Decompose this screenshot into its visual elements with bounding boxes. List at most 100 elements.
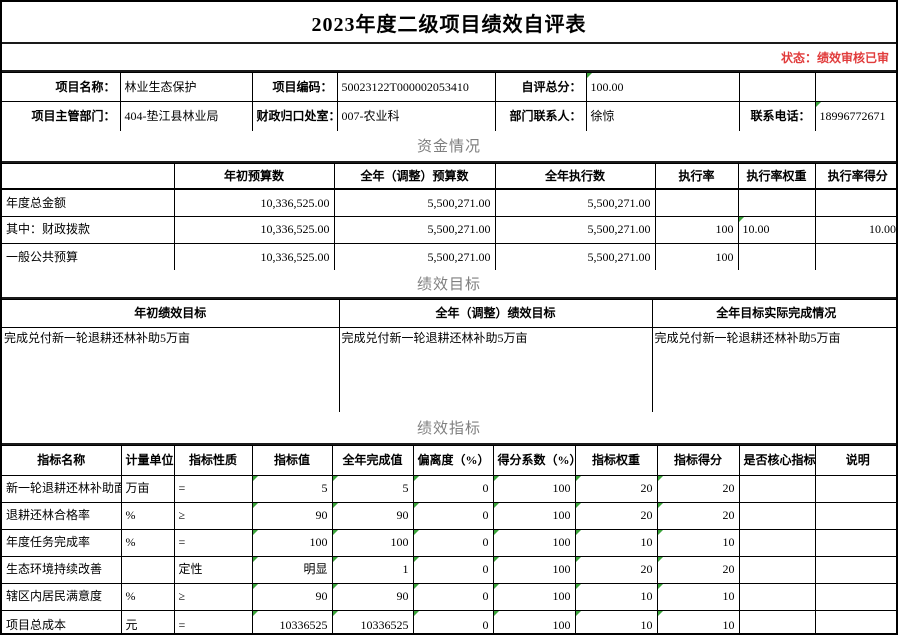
funding-cell-r3c5 — [737, 242, 816, 270]
indicators-cell-r1c0: 新一轮退耕还林补助面 — [2, 474, 122, 503]
project-code-value: 50023122T000002053410 — [336, 72, 496, 102]
project-name-label: 项目名称： — [2, 72, 121, 102]
funding-cell-r2c3: 5,500,271.00 — [494, 215, 656, 244]
funding-cell-r2c1: 10,336,525.00 — [173, 215, 335, 244]
indicators-cell-r0c2: 指标性质 — [173, 444, 253, 476]
indicators-row-1: 新一轮退耕还林补助面 万亩 = 5 5 0 100 20 20 — [2, 474, 896, 503]
funding-cell-r0c3: 全年执行数 — [494, 162, 656, 190]
indicators-cell-r3c5: 0 — [412, 528, 494, 557]
funding-cell-r3c2: 5,500,271.00 — [333, 242, 496, 270]
indicators-cell-r6c8: 10 — [656, 609, 740, 633]
funding-cell-r1c0: 年度总金额 — [2, 188, 175, 217]
project-info-table: 项目名称： 林业生态保护 项目编码： 50023122T000002053410 自评总… — [2, 72, 896, 131]
section-title-goals-label: 绩效目标 — [416, 277, 481, 293]
indicators-cell-r1c2: = — [173, 474, 253, 503]
dept-label: 项目主管部门： — [2, 101, 121, 131]
indicators-cell-r3c8: 10 — [656, 528, 740, 557]
section-title-indicators: 绩效指标 — [2, 412, 896, 445]
indicators-cell-r5c10 — [814, 582, 896, 611]
indicators-cell-r5c3: 90 — [251, 582, 333, 611]
status-badge: 状态：绩效审核已审 — [780, 50, 889, 65]
self-score-value: 100.00 — [585, 72, 740, 102]
indicators-cell-r6c6: 100 — [492, 609, 576, 633]
funding-cell-r1c2: 5,500,271.00 — [333, 188, 496, 217]
indicators-cell-r3c6: 100 — [492, 528, 576, 557]
indicators-table: 指标名称 计量单位 指标性质 指标值 全年完成值 偏离度（%） 得分系数（%） 指标权重 指标得… — [2, 444, 896, 633]
funding-row-2: 其中：财政拨款 10,336,525.00 5,500,271.00 5,500,27… — [2, 215, 896, 244]
indicators-cell-r2c6: 100 — [492, 501, 576, 530]
indicators-cell-r3c0: 年度任务完成率 — [2, 528, 122, 557]
contact-value: 徐惊 — [585, 101, 740, 131]
indicators-cell-r0c8: 指标得分 — [656, 444, 740, 476]
indicators-cell-r5c9 — [738, 582, 816, 611]
funding-cell-r1c3: 5,500,271.00 — [494, 188, 656, 217]
page-title: 2023年度二级项目绩效自评表 — [311, 13, 587, 36]
funding-cell-r3c6 — [814, 242, 896, 270]
indicators-cell-r6c2: = — [173, 609, 253, 633]
indicators-cell-r3c4: 100 — [331, 528, 414, 557]
indicators-cell-r1c8: 20 — [656, 474, 740, 503]
indicators-cell-r3c7: 10 — [574, 528, 658, 557]
info-empty-cell-2 — [814, 72, 896, 102]
goals-cell-r0c1: 全年（调整）绩效目标 — [338, 299, 653, 328]
indicators-row-3: 年度任务完成率% = 100 100 0 100 10 10 — [2, 528, 896, 557]
status-bar: 状态：绩效审核已审 — [2, 44, 896, 72]
funding-cell-r0c2: 全年（调整）预算数 — [333, 162, 496, 190]
indicators-cell-r4c7: 20 — [574, 555, 658, 584]
indicators-cell-r5c6: 100 — [492, 582, 576, 611]
goals-cell-r0c0: 年初绩效目标 — [2, 299, 340, 328]
indicators-cell-r2c0: 退耕还林合格率 — [2, 501, 122, 530]
indicators-row-5: 辖区内居民满意度% ≥90 90 0 100 10 10 — [2, 582, 896, 611]
phone-value: 18996772671 — [814, 101, 896, 131]
section-title-indicators-label: 绩效指标 — [416, 420, 481, 437]
goals-row-0: 年初绩效目标 全年（调整）绩效目标 全年目标实际完成情况 — [2, 299, 896, 328]
funding-cell-r0c4: 执行率 — [654, 162, 739, 190]
funding-cell-r3c4: 100 — [654, 242, 739, 270]
goals-row-1: 完成兑付新一轮退耕还林补助5万亩 完成兑付新一轮退耕还林补助5万亩 完成兑付新一轮退… — [2, 327, 896, 412]
goals-cell-r0c2: 全年目标实际完成情况 — [651, 299, 896, 328]
indicators-row-4: 生态环境持续改善 定性 明显 1 0 100 20 20 — [2, 555, 896, 584]
info-row-0: 项目名称： 林业生态保护 项目编码： 50023122T000002053410 自评总… — [2, 72, 896, 102]
funding-cell-r3c0: 一般公共预算 — [2, 242, 175, 270]
indicators-cell-r3c2: = — [173, 528, 253, 557]
contact-label: 部门联系人： — [494, 101, 587, 131]
indicators-cell-r6c7: 10 — [574, 609, 658, 633]
funding-cell-r0c0 — [2, 162, 175, 190]
indicators-cell-r0c5: 偏离度（%） — [412, 444, 494, 476]
indicators-cell-r4c3: 明显 — [251, 555, 333, 584]
funding-cell-r2c6: 10.00 — [814, 215, 896, 244]
indicators-cell-r2c10 — [814, 501, 896, 530]
indicators-cell-r2c3: 90 — [251, 501, 333, 530]
funding-row-0: 年初预算数 全年（调整）预算数 全年执行数 执行率 执行率权重 执行率得分 — [2, 162, 896, 190]
self-score-label: 自评总分： — [494, 72, 587, 102]
indicators-cell-r1c7: 20 — [574, 474, 658, 503]
indicators-cell-r3c1: % — [120, 528, 175, 557]
indicators-cell-r4c2: 定性 — [173, 555, 253, 584]
indicators-cell-r3c3: 100 — [251, 528, 333, 557]
indicators-cell-r2c9 — [738, 501, 816, 530]
indicators-cell-r5c1: % — [120, 582, 175, 611]
indicators-cell-r1c9 — [738, 474, 816, 503]
dept-value: 404-垫江县林业局 — [119, 101, 253, 131]
finance-office-value: 007-农业科 — [336, 101, 496, 131]
funding-cell-r1c1: 10,336,525.00 — [173, 188, 335, 217]
indicators-cell-r4c9 — [738, 555, 816, 584]
indicators-cell-r6c1: 元 — [120, 609, 175, 633]
funding-cell-r2c2: 5,500,271.00 — [333, 215, 496, 244]
indicators-cell-r2c1: % — [120, 501, 175, 530]
funding-cell-r3c3: 5,500,271.00 — [494, 242, 656, 270]
indicators-cell-r1c6: 100 — [492, 474, 576, 503]
indicators-cell-r1c1: 万亩 — [120, 474, 175, 503]
section-title-goals: 绩效目标 — [2, 270, 896, 299]
project-name-value: 林业生态保护 — [119, 72, 253, 102]
finance-office-label: 财政归口处室： — [251, 101, 338, 131]
section-title-funding: 资金情况 — [2, 131, 896, 163]
phone-label: 联系电话： — [738, 101, 816, 131]
indicators-cell-r5c8: 10 — [656, 582, 740, 611]
indicators-cell-r5c2: ≥ — [173, 582, 253, 611]
indicators-cell-r2c4: 90 — [331, 501, 414, 530]
info-empty-cell-1 — [738, 72, 816, 102]
project-code-label: 项目编码： — [251, 72, 338, 102]
indicators-cell-r5c7: 10 — [574, 582, 658, 611]
